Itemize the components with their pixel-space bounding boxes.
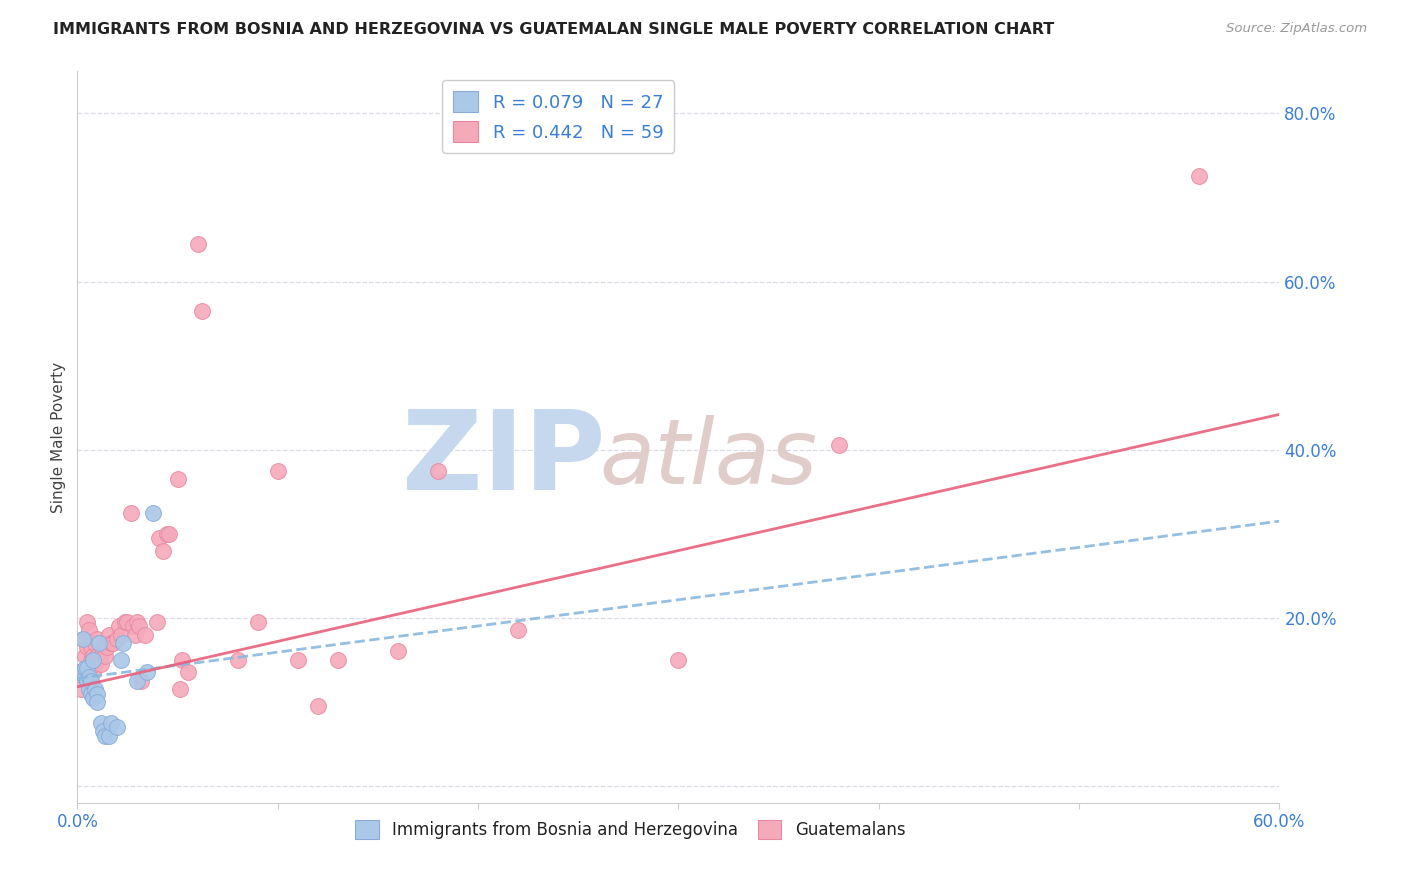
Point xyxy=(98,729,121,743)
Point xyxy=(267,464,290,478)
Point xyxy=(246,615,269,629)
Point xyxy=(124,627,146,641)
Point xyxy=(190,304,212,318)
Point xyxy=(122,619,145,633)
Point xyxy=(148,531,170,545)
Point xyxy=(80,686,103,700)
Point xyxy=(86,695,108,709)
Point xyxy=(96,640,118,655)
Point xyxy=(131,673,153,688)
Point xyxy=(110,653,132,667)
Point xyxy=(326,653,349,667)
Text: Source: ZipAtlas.com: Source: ZipAtlas.com xyxy=(1226,22,1367,36)
Point xyxy=(86,686,108,700)
Point xyxy=(89,653,111,667)
Point xyxy=(668,653,690,667)
Point xyxy=(427,464,450,478)
Point xyxy=(136,665,159,680)
Point xyxy=(75,665,97,680)
Point xyxy=(170,653,193,667)
Point xyxy=(112,636,135,650)
Point xyxy=(79,670,101,684)
Point xyxy=(117,615,139,629)
Point xyxy=(226,653,249,667)
Point xyxy=(84,657,107,671)
Point xyxy=(1188,169,1211,184)
Point xyxy=(159,526,181,541)
Point xyxy=(110,627,132,641)
Point xyxy=(84,682,107,697)
Point xyxy=(94,729,117,743)
Point xyxy=(86,648,108,663)
Point xyxy=(75,670,97,684)
Point xyxy=(84,636,107,650)
Point xyxy=(80,640,103,655)
Point xyxy=(70,665,93,680)
Point xyxy=(166,472,188,486)
Point xyxy=(82,648,104,663)
Point xyxy=(134,627,156,641)
Point xyxy=(152,543,174,558)
Y-axis label: Single Male Poverty: Single Male Poverty xyxy=(51,361,66,513)
Point xyxy=(70,682,93,697)
Point xyxy=(508,624,530,638)
Text: atlas: atlas xyxy=(599,415,817,503)
Point xyxy=(176,665,198,680)
Point xyxy=(93,724,115,739)
Point xyxy=(80,653,103,667)
Point xyxy=(76,615,98,629)
Point xyxy=(146,615,169,629)
Point xyxy=(89,636,111,650)
Point xyxy=(75,661,97,675)
Point xyxy=(93,644,115,658)
Point xyxy=(82,653,104,667)
Point xyxy=(90,715,112,730)
Point xyxy=(100,715,122,730)
Point xyxy=(79,682,101,697)
Point xyxy=(80,673,103,688)
Point xyxy=(127,615,149,629)
Point xyxy=(169,682,191,697)
Point xyxy=(72,632,94,646)
Point xyxy=(287,653,309,667)
Point xyxy=(108,619,131,633)
Point xyxy=(103,636,125,650)
Point xyxy=(107,632,129,646)
Point xyxy=(127,673,149,688)
Point xyxy=(100,636,122,650)
Point xyxy=(114,615,136,629)
Point xyxy=(82,690,104,705)
Point xyxy=(72,632,94,646)
Point xyxy=(107,720,129,734)
Point xyxy=(86,632,108,646)
Point xyxy=(76,673,98,688)
Point xyxy=(98,627,121,641)
Point xyxy=(67,665,90,680)
Point xyxy=(75,648,97,663)
Point xyxy=(156,526,179,541)
Point xyxy=(90,657,112,671)
Point xyxy=(142,506,165,520)
Text: ZIP: ZIP xyxy=(402,406,606,513)
Legend: Immigrants from Bosnia and Herzegovina, Guatemalans: Immigrants from Bosnia and Herzegovina, … xyxy=(349,814,912,846)
Point xyxy=(94,648,117,663)
Point xyxy=(128,619,150,633)
Point xyxy=(76,640,98,655)
Point xyxy=(76,661,98,675)
Point xyxy=(828,438,851,452)
Point xyxy=(307,699,329,714)
Point xyxy=(82,665,104,680)
Point xyxy=(186,236,209,251)
Text: IMMIGRANTS FROM BOSNIA AND HERZEGOVINA VS GUATEMALAN SINGLE MALE POVERTY CORRELA: IMMIGRANTS FROM BOSNIA AND HERZEGOVINA V… xyxy=(53,22,1054,37)
Point xyxy=(387,644,409,658)
Point xyxy=(79,624,101,638)
Point xyxy=(120,506,142,520)
